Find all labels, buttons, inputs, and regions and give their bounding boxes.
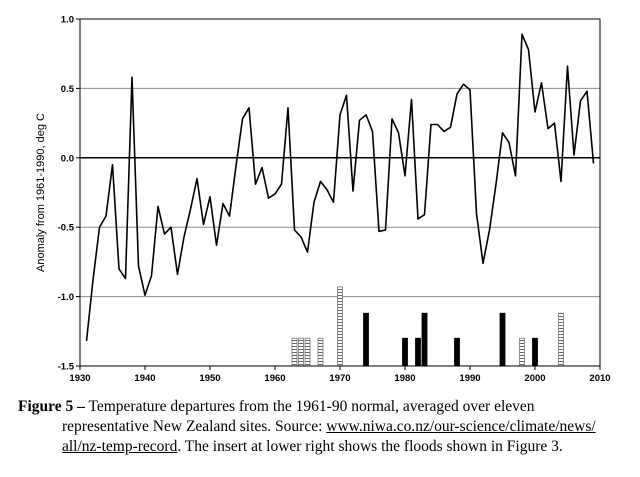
x-tick-label: 1990 [459, 373, 480, 384]
flood-bar [298, 337, 304, 367]
flood-bars [291, 286, 564, 367]
flood-bar [304, 337, 311, 367]
x-tick-labels: 1930 1940 1950 1960 1970 1980 1990 2000 2010 [69, 366, 611, 384]
flood-bar [421, 312, 428, 367]
x-tick-label: 1980 [394, 373, 415, 384]
flood-bar [363, 312, 369, 367]
figure-caption: Figure 5 – Temperature departures from t… [18, 397, 630, 457]
x-tick-label: 1970 [329, 373, 350, 384]
y-tick-label: -0.5 [58, 223, 75, 234]
x-tick-label: 1950 [199, 373, 220, 384]
flood-bar [558, 312, 564, 367]
flood-bar [291, 337, 298, 367]
caption-label: Figure 5 – [18, 398, 85, 415]
flood-bar [415, 337, 421, 367]
flood-bar [337, 286, 343, 367]
flood-bar [317, 337, 324, 367]
flood-bar [454, 337, 460, 367]
caption-text-2: representative New Zealand sites. Source… [62, 418, 327, 435]
x-tick-label: 1960 [264, 373, 285, 384]
y-tick-label: 1.0 [61, 15, 74, 26]
y-tick-label: -1.5 [58, 362, 75, 373]
y-tick-label: -1.0 [58, 292, 74, 303]
flood-bar [499, 312, 506, 367]
caption-text-3: . The insert at lower right shows the fl… [177, 438, 563, 455]
flood-bar [402, 337, 408, 367]
x-tick-label: 1940 [134, 373, 155, 384]
x-tick-label: 2000 [524, 373, 545, 384]
x-tick-label: 2010 [589, 373, 610, 384]
y-tick-labels: -1.5 -1.0 -0.5 0.0 0.5 1.0 [58, 15, 80, 373]
anomaly-line [85, 33, 595, 342]
flood-bar [519, 337, 525, 367]
y-tick-label: 0.5 [61, 84, 75, 95]
temperature-anomaly-chart: -1.5-1.0-0.50.00.51.0 1930 1940 1950 1960 19… [35, 15, 611, 385]
caption-text-1: Temperature departures from the 1961-90 … [84, 398, 535, 415]
y-tick-label: 0.0 [61, 153, 74, 164]
y-axis-title: Anomaly from 1961-1990, deg C [35, 113, 47, 272]
anomaly-series [85, 33, 595, 342]
x-tick-label: 1930 [69, 373, 90, 384]
source-link-part-2[interactable]: all/nz-temp-record [62, 438, 178, 455]
source-link-part-1[interactable]: www.niwa.co.nz/our-science/climate/news/ [326, 418, 596, 435]
flood-bar [532, 337, 538, 367]
